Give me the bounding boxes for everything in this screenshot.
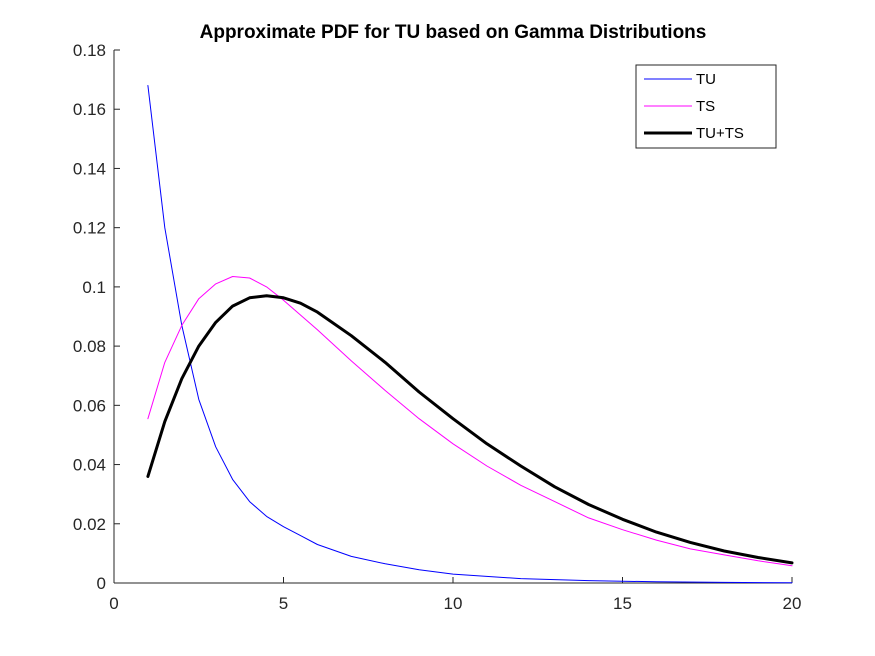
legend-label: TU+TS: [696, 125, 744, 142]
x-tick-label: 10: [444, 594, 463, 613]
y-tick-label: 0.16: [73, 100, 106, 119]
chart-title: Approximate PDF for TU based on Gamma Di…: [200, 22, 707, 43]
plot-lines: [146, 85, 794, 584]
axes: 0 5 10 15 20 0 0.02 0.04 0.06 0.08 0.1 0.12 0.14 0.16…: [73, 41, 802, 613]
y-tick-label: 0.08: [73, 337, 106, 356]
series-line-tu-ts: [146, 294, 794, 565]
x-tick-label: 0: [109, 594, 118, 613]
legend: TU TS TU+TS: [635, 64, 777, 149]
series-line-ts: [147, 276, 793, 567]
y-tick-label: 0.18: [73, 41, 106, 60]
legend-label: TS: [696, 98, 715, 115]
y-tick-label: 0.12: [73, 219, 106, 238]
x-tick-label: 20: [783, 594, 802, 613]
y-tick-label: 0.06: [73, 396, 106, 415]
y-tick-label: 0.14: [73, 159, 106, 178]
x-tick-label: 15: [613, 594, 632, 613]
y-tick-label: 0.02: [73, 515, 106, 534]
x-tick-label: 5: [279, 594, 288, 613]
y-tick-label: 0.1: [82, 278, 106, 297]
y-tick-label: 0: [97, 574, 106, 593]
y-tick-label: 0.04: [73, 456, 106, 475]
series-line-tu: [147, 85, 793, 584]
legend-label: TU: [696, 71, 716, 88]
